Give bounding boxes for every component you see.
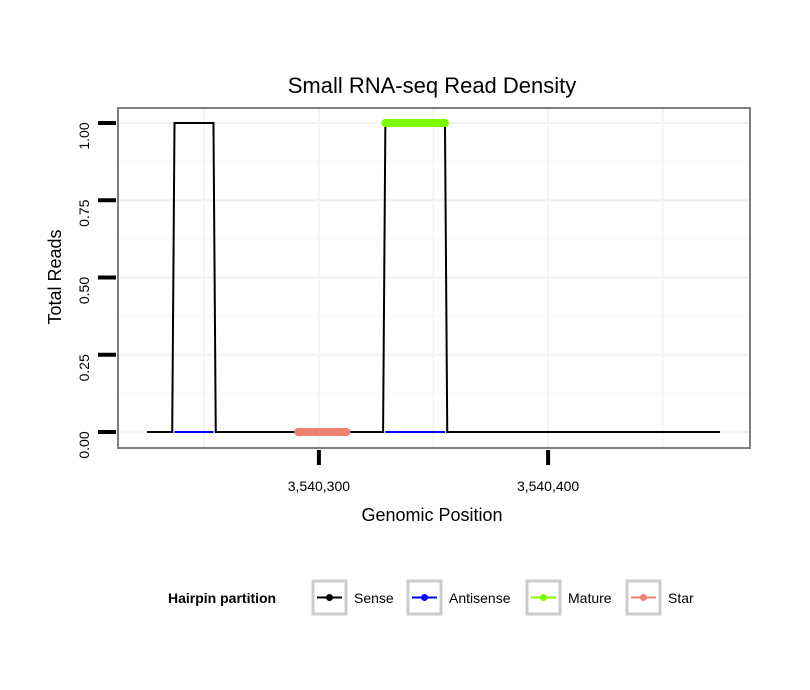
x-tick-label: 3,540,400 [517, 478, 579, 494]
y-tick-label: 0.75 [76, 199, 92, 226]
legend-mature-marker [540, 594, 547, 601]
y-tick-label: 0.25 [76, 354, 92, 381]
legend-mature-label: Mature [568, 590, 612, 606]
legend: Hairpin partition Sense Antisense Mature St… [168, 579, 694, 616]
y-tick-label: 1.00 [76, 122, 92, 149]
legend-star-marker [640, 594, 647, 601]
x-axis: 3,540,300 3,540,400 [288, 450, 579, 494]
legend-title: Hairpin partition [168, 590, 276, 606]
y-tick-label: 0.50 [76, 277, 92, 304]
plot-series [147, 119, 720, 436]
y-axis: 0.00 0.25 0.50 0.75 1.00 [76, 121, 116, 459]
x-axis-label: Genomic Position [361, 505, 502, 525]
legend-star-label: Star [668, 590, 694, 606]
chart-title: Small RNA-seq Read Density [288, 73, 577, 98]
legend-antisense-label: Antisense [449, 590, 511, 606]
legend-sense-label: Sense [354, 590, 394, 606]
y-tick-label: 0.00 [76, 431, 92, 458]
x-tick-label: 3,540,300 [288, 478, 350, 494]
y-axis-label: Total Reads [45, 229, 65, 324]
legend-antisense-marker [421, 594, 428, 601]
legend-sense-marker [326, 594, 333, 601]
